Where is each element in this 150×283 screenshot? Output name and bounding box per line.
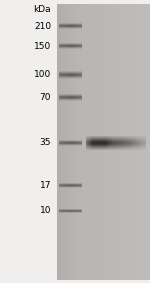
Text: 100: 100 — [34, 70, 51, 80]
Text: 17: 17 — [39, 181, 51, 190]
Text: 70: 70 — [39, 93, 51, 102]
Text: 10: 10 — [39, 206, 51, 215]
Text: 35: 35 — [39, 138, 51, 147]
Text: 210: 210 — [34, 22, 51, 31]
Text: 150: 150 — [34, 42, 51, 51]
Text: kDa: kDa — [33, 5, 51, 14]
